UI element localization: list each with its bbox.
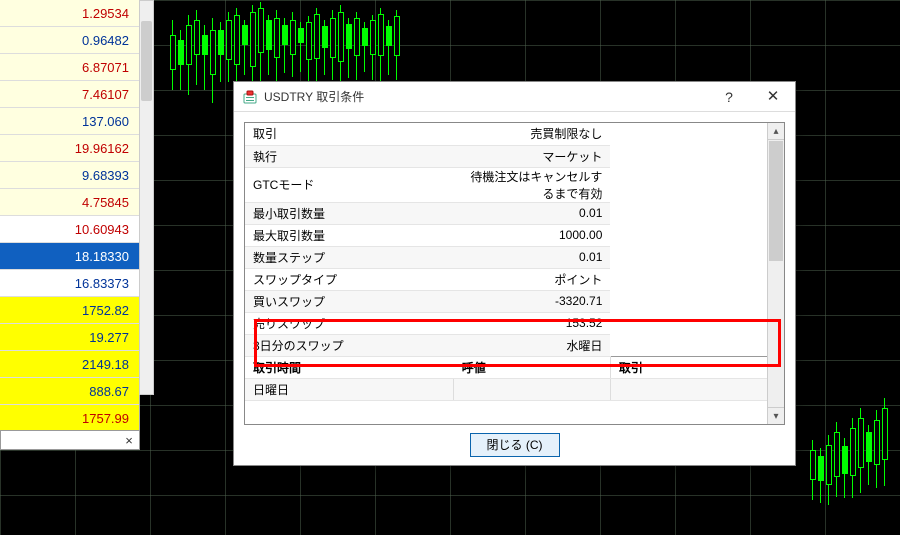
dialog-button-row: 閉じる (C)	[234, 433, 795, 457]
trading-hours-header: 取引時間呼値取引	[245, 356, 767, 378]
scrollbar-thumb[interactable]	[769, 141, 783, 261]
spec-value: 待機注文はキャンセルするまで有効	[454, 167, 611, 202]
price-row[interactable]: 9.68393	[0, 162, 139, 189]
close-dialog-button[interactable]: 閉じる (C)	[470, 433, 560, 457]
contract-spec-dialog: USDTRY 取引条件 ? ✕ 取引売買制限なし執行マーケットGTCモード待機注…	[233, 81, 796, 466]
price-row[interactable]: 1757.99	[0, 405, 139, 432]
spec-table-wrap: 取引売買制限なし執行マーケットGTCモード待機注文はキャンセルするまで有効最小取…	[244, 122, 785, 425]
price-row[interactable]: 4.75845	[0, 189, 139, 216]
spec-label: スワップタイプ	[245, 268, 454, 290]
price-row[interactable]: 1752.82	[0, 297, 139, 324]
sidebar-scrollbar[interactable]	[139, 0, 154, 395]
spec-row: 執行マーケット	[245, 145, 767, 167]
price-row[interactable]: 888.67	[0, 378, 139, 405]
dialog-titlebar[interactable]: USDTRY 取引条件 ? ✕	[234, 82, 795, 112]
scroll-down-icon[interactable]: ▾	[768, 407, 784, 424]
scrollbar-thumb[interactable]	[141, 21, 152, 101]
spec-value: ポイント	[454, 268, 611, 290]
close-button[interactable]: ✕	[751, 82, 795, 112]
price-row[interactable]: 1.29534	[0, 0, 139, 27]
spec-value: 153.52	[454, 312, 611, 334]
spec-row: 最大取引数量1000.00	[245, 224, 767, 246]
sub-panel: ×	[0, 430, 140, 450]
price-row[interactable]: 19.96162	[0, 135, 139, 162]
spec-value: 0.01	[454, 246, 611, 268]
spec-row: 売りスワップ153.52	[245, 312, 767, 334]
spec-row: 買いスワップ-3320.71	[245, 290, 767, 312]
scroll-up-icon[interactable]: ▴	[768, 123, 784, 140]
help-button[interactable]: ?	[707, 82, 751, 112]
spec-row: 3日分のスワップ水曜日	[245, 334, 767, 356]
spec-label: 数量ステップ	[245, 246, 454, 268]
spec-value: 売買制限なし	[454, 123, 611, 145]
price-row[interactable]: 18.18330	[0, 243, 139, 270]
header-cell: 取引時間	[245, 356, 454, 378]
spec-label: GTCモード	[245, 167, 454, 202]
price-row[interactable]: 16.83373	[0, 270, 139, 297]
trade-hours	[610, 378, 767, 400]
close-icon[interactable]: ×	[121, 432, 137, 448]
spec-label: 最小取引数量	[245, 202, 454, 224]
price-row[interactable]: 137.060	[0, 108, 139, 135]
spec-value: 0.01	[454, 202, 611, 224]
header-cell: 呼値	[454, 356, 611, 378]
spec-label: 3日分のスワップ	[245, 334, 454, 356]
spec-value: 水曜日	[454, 334, 611, 356]
header-cell: 取引	[610, 356, 767, 378]
price-sidebar: 1.295340.964826.870717.46107137.06019.96…	[0, 0, 140, 432]
dialog-icon	[242, 89, 258, 105]
quote-hours	[454, 378, 611, 400]
spec-row: 最小取引数量0.01	[245, 202, 767, 224]
price-row[interactable]: 10.60943	[0, 216, 139, 243]
spec-label: 最大取引数量	[245, 224, 454, 246]
table-scrollbar[interactable]: ▴ ▾	[767, 123, 784, 424]
spec-label: 売りスワップ	[245, 312, 454, 334]
dialog-title: USDTRY 取引条件	[264, 88, 707, 105]
price-row[interactable]: 19.277	[0, 324, 139, 351]
spec-value: 1000.00	[454, 224, 611, 246]
spec-label: 執行	[245, 145, 454, 167]
spec-table: 取引売買制限なし執行マーケットGTCモード待機注文はキャンセルするまで有効最小取…	[245, 123, 767, 401]
spec-row: 数量ステップ0.01	[245, 246, 767, 268]
spec-value: マーケット	[454, 145, 611, 167]
spec-label: 取引	[245, 123, 454, 145]
price-row[interactable]: 6.87071	[0, 54, 139, 81]
spec-row: GTCモード待機注文はキャンセルするまで有効	[245, 167, 767, 202]
spec-row: スワップタイプポイント	[245, 268, 767, 290]
price-row[interactable]: 2149.18	[0, 351, 139, 378]
spec-label: 買いスワップ	[245, 290, 454, 312]
price-row[interactable]: 7.46107	[0, 81, 139, 108]
price-row[interactable]: 0.96482	[0, 27, 139, 54]
spec-value: -3320.71	[454, 290, 611, 312]
day-label: 日曜日	[245, 378, 454, 400]
spec-row: 取引売買制限なし	[245, 123, 767, 145]
trading-hours-row: 日曜日	[245, 378, 767, 400]
